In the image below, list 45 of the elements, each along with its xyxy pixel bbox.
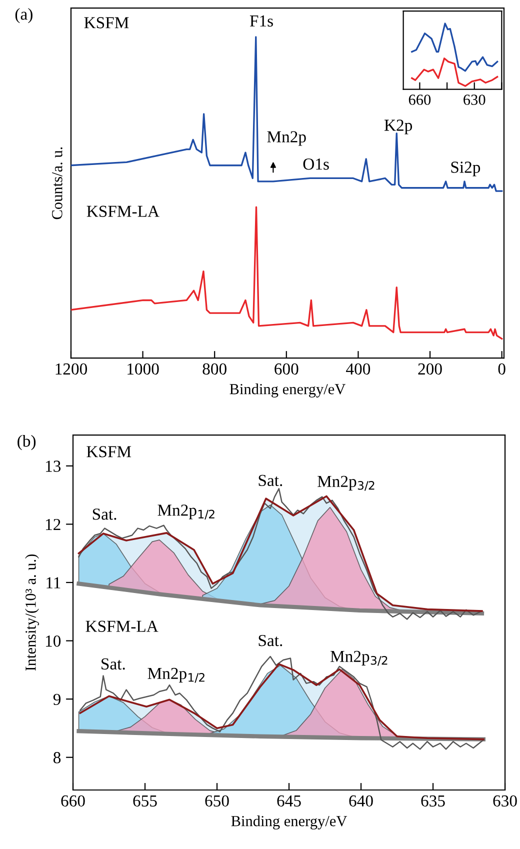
annotation: Mn2p$_{1/2}$ bbox=[148, 668, 204, 683]
annotation: KSFM-LA bbox=[86, 620, 158, 632]
x-tick-label: 640 bbox=[349, 795, 373, 807]
annotation: Mn2p$_{1/2}$ bbox=[158, 504, 214, 520]
annotation: O1s bbox=[303, 158, 329, 170]
y-tick-label: 12 bbox=[46, 518, 60, 530]
annotation: KSFM bbox=[86, 446, 132, 458]
x-tick-label: 1200 bbox=[56, 363, 88, 375]
y-tick-label: 9 bbox=[53, 694, 61, 706]
x-tick-label: 660 bbox=[408, 94, 431, 105]
x-tick-label: 800 bbox=[202, 363, 226, 375]
text: KSFM bbox=[84, 17, 129, 28]
annotation: KSFM-LA bbox=[86, 206, 160, 217]
y-tick-label: 11 bbox=[46, 577, 60, 588]
x-tick-label: 630 bbox=[493, 795, 517, 807]
text: F1s bbox=[250, 15, 273, 27]
x-tick-label: 1000 bbox=[128, 363, 159, 375]
y-axis-title: Counts/a. u. bbox=[52, 147, 62, 220]
x-axis-title: Binding energy/eV bbox=[230, 384, 346, 398]
x-tick-label: 0 bbox=[498, 363, 506, 375]
annotation: Sat. bbox=[258, 634, 282, 646]
y-tick-label: 13 bbox=[46, 460, 61, 472]
x-axis-title: Binding energy/eV bbox=[231, 816, 348, 830]
x-tick-label: 635 bbox=[421, 795, 445, 807]
x-tick-label: 600 bbox=[274, 363, 298, 375]
y-axis-title: Intensity/(10³ a. u.) bbox=[25, 554, 39, 671]
annotation: Sat. bbox=[102, 658, 125, 670]
annotation: Mn2p$_{3/2}$ bbox=[318, 476, 374, 491]
chart-title: (b) bbox=[18, 435, 36, 450]
x-tick-label: 645 bbox=[277, 795, 301, 807]
x-tick-label: 650 bbox=[205, 795, 229, 807]
annotation: Sat. bbox=[258, 474, 282, 486]
annotation: Mn2p$_{3/2}$ bbox=[330, 650, 388, 666]
annotation: K2p bbox=[384, 120, 412, 134]
x-tick-label: 400 bbox=[346, 363, 370, 375]
annotation: Mn2p bbox=[267, 131, 306, 146]
annotation: Sat. bbox=[92, 508, 116, 520]
x-tick-label: 655 bbox=[133, 795, 157, 807]
y-tick-label: 10 bbox=[46, 635, 61, 647]
annotation: Si2p bbox=[451, 162, 480, 176]
chart-title: (a) bbox=[15, 8, 32, 24]
x-tick-label: 200 bbox=[418, 363, 442, 375]
y-tick-label: 8 bbox=[54, 752, 61, 764]
x-tick-label: 630 bbox=[464, 94, 486, 105]
x-tick-label: 660 bbox=[61, 795, 85, 807]
